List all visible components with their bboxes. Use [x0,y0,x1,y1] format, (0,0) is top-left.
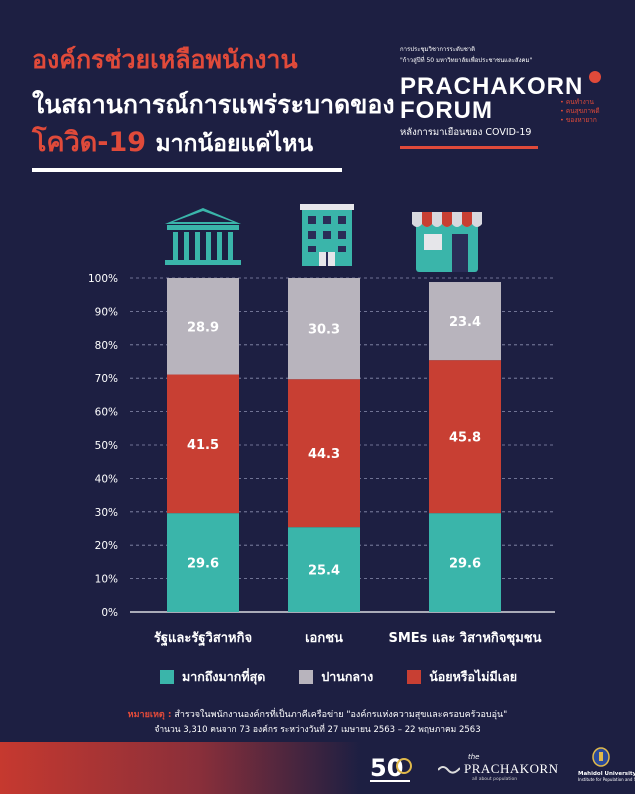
page-subtitle-line3: โควิด-19 มากน้อยแค่ไหน [32,120,313,163]
chart-legend: มากถึงมากที่สุด ปานกลาง น้อยหรือไม่มีเลย [160,667,517,687]
bar-segment [288,527,360,612]
brand-name-line2: FORUM [400,97,493,124]
title-rest: มากน้อยแค่ไหน [155,131,314,157]
data-label: 25.4 [308,564,340,579]
bar-segment [429,282,501,361]
page-title: องค์กรช่วยเหลือพนักงาน [32,45,298,74]
covid-highlight: โควิด-19 [32,127,147,158]
data-label: 45.8 [449,431,481,446]
shopfront-icon [412,212,482,272]
data-label: 28.9 [187,320,219,335]
mahidol-university-logo: Mahidol University Institute for Populat… [578,747,635,782]
data-label: 29.6 [449,557,481,572]
legend-swatch-red [407,670,422,684]
brand-tag: • คนทำงาน [560,98,594,106]
brand-tag: • ของหายาก [560,116,597,124]
x-category-label: เอกชน [305,631,343,646]
government-building-icon [165,208,241,265]
legend-item: ปานกลาง [299,667,373,687]
y-tick-label: 30% [95,507,118,519]
footnote-line2: จำนวน 3,310 คนจาก 73 องค์กร ระหว่างวันที… [154,725,481,735]
legend-swatch-grey [299,670,314,684]
title-divider [32,168,342,172]
legend-label: มากถึงมากที่สุด [182,669,266,684]
data-label: 44.3 [308,447,340,462]
brand-underline [400,146,538,149]
x-category-label: รัฐและรัฐวิสาหกิจ [154,631,252,647]
brand-tags: • คนทำงาน • คนสุขภาพดี • ของหายาก [560,98,600,125]
brand-dot-icon [589,71,602,83]
logo-prachakorn-name: PRACHAKORN [464,761,559,776]
legend-item: มากถึงมากที่สุด [160,667,265,687]
footer-band [0,742,360,794]
brand-pre-line1: การประชุมวิชาการระดับชาติ [400,46,476,53]
brand-tag: • คนสุขภาพดี [560,107,600,115]
x-category-label: SMEs และ วิสาหกิจชุมชน [389,631,542,646]
the-prachakorn-logo: the PRACHAKORN all about population [438,753,559,782]
bar-segment [167,513,239,612]
data-label: 23.4 [449,315,481,330]
logo-mahidol-name: Mahidol University [578,771,635,777]
anniversary-50-logo: 50 [370,754,412,782]
bar-segment [167,374,239,514]
logo-mahidol-institute: Institute for Population and Social Rese… [578,777,635,782]
footnote-text: สำรวจในพนักงานองค์กรที่เป็นภาคีเครือข่าย… [174,710,508,720]
y-tick-label: 50% [95,440,118,452]
y-tick-label: 80% [95,340,118,352]
wave-icon [438,766,460,774]
prachakorn-forum-logo: การประชุมวิชาการระดับชาติ "ก้าวสู่ปีที่ … [400,44,620,149]
bar-segment [288,278,360,380]
bar-segment [167,278,239,375]
logo-tagline: all about population [472,777,518,782]
y-tick-label: 10% [95,574,118,586]
legend-label: น้อยหรือไม่มีเลย [429,669,518,684]
legend-label: ปานกลาง [321,669,374,684]
legend-swatch-teal [160,670,174,684]
y-tick-label: 70% [95,373,118,385]
y-tick-label: 40% [95,473,118,485]
y-tick-label: 60% [95,407,118,419]
y-tick-label: 0% [101,607,118,619]
footnote-label: หมายเหตุ : [127,710,172,720]
office-tower-icon [300,204,354,266]
data-label: 29.6 [187,557,219,572]
footnote-line1: หมายเหตุ : สำรวจในพนักงานองค์กรที่เป็นภา… [0,707,635,721]
data-label: 41.5 [187,438,219,453]
stacked-bar-chart: 0% 10% 20% 30% 40% 50% 60% 70% 80% 90% 100% 29.6 41.… [88,204,555,647]
brand-name-line1: PRACHAKORN [400,73,584,100]
y-tick-label: 20% [95,540,118,552]
bar-segment [288,379,360,528]
y-tick-label: 90% [95,306,118,318]
logo-50-text: 50 [370,754,403,782]
logo-the: the [468,753,480,761]
bar-segment [429,360,501,514]
brand-subtitle: หลังการมาเยือนของ COVID-19 [400,127,532,138]
legend-item: น้อยหรือไม่มีเลย [407,667,517,687]
data-label: 30.3 [308,323,340,338]
brand-pre-line2: "ก้าวสู่ปีที่ 50 มหาวิทยาลัยเพื่อประชาชน… [400,57,533,64]
y-tick-label: 100% [88,273,118,285]
page-subtitle: ในสถานการณ์การแพร่ระบาดของ [32,90,395,119]
mahidol-crest-icon [592,747,610,767]
bar-segment [429,513,501,612]
